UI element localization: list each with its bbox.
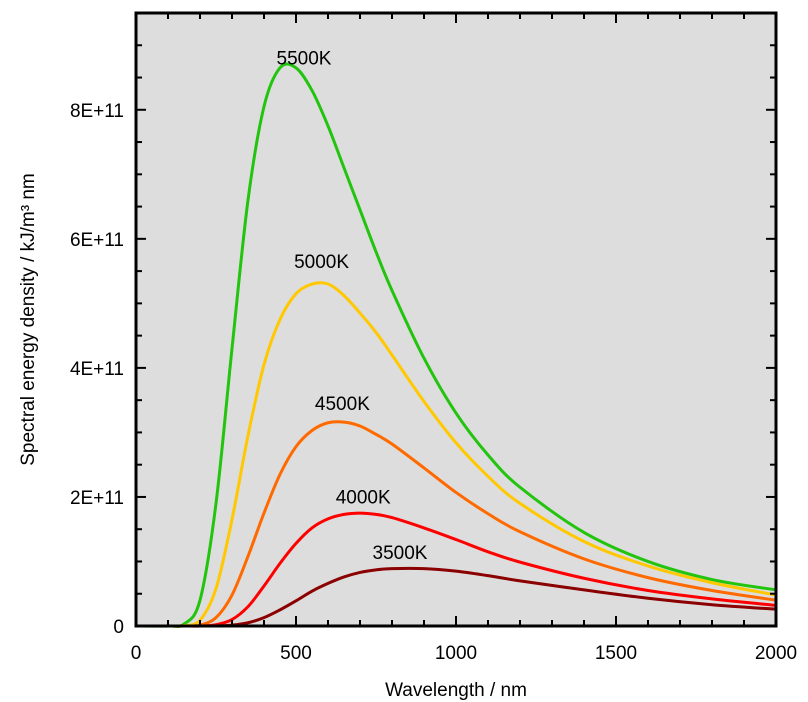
series-line-5000k bbox=[134, 281, 778, 628]
x-tick-label: 0 bbox=[131, 643, 142, 664]
series-line-4500k bbox=[134, 420, 778, 628]
y-tick-label: 2E+11 bbox=[70, 488, 124, 509]
y-axis-title: Spectral energy density / kJ/m³ nm bbox=[18, 173, 39, 466]
series-label-5000k: 5000K bbox=[294, 252, 349, 273]
ticks-layer: 0 500 1000 1500 2000 0 2E+11 4E+11 6E+11 8E+11 bbox=[70, 12, 797, 664]
series-line-5500k bbox=[134, 62, 778, 628]
y-tick-label: 4E+11 bbox=[70, 359, 124, 380]
x-tick-label: 1000 bbox=[435, 643, 477, 664]
x-axis-title: Wavelength / nm bbox=[385, 680, 527, 701]
series-label-4000k: 4000K bbox=[336, 487, 391, 508]
labels-layer: 5500K 5000K 4500K 4000K 3500K bbox=[277, 49, 428, 564]
y-tick-label: 0 bbox=[113, 617, 124, 638]
plot-background bbox=[136, 13, 776, 626]
x-tick-label: 1500 bbox=[595, 643, 637, 664]
y-tick-label: 8E+11 bbox=[70, 101, 124, 122]
x-tick-label: 2000 bbox=[755, 643, 797, 664]
series-label-5500k: 5500K bbox=[277, 49, 332, 70]
series-label-4500k: 4500K bbox=[315, 394, 370, 415]
x-tick-label: 500 bbox=[280, 643, 312, 664]
y-tick-label: 6E+11 bbox=[70, 230, 124, 251]
series-label-3500k: 3500K bbox=[373, 543, 428, 564]
